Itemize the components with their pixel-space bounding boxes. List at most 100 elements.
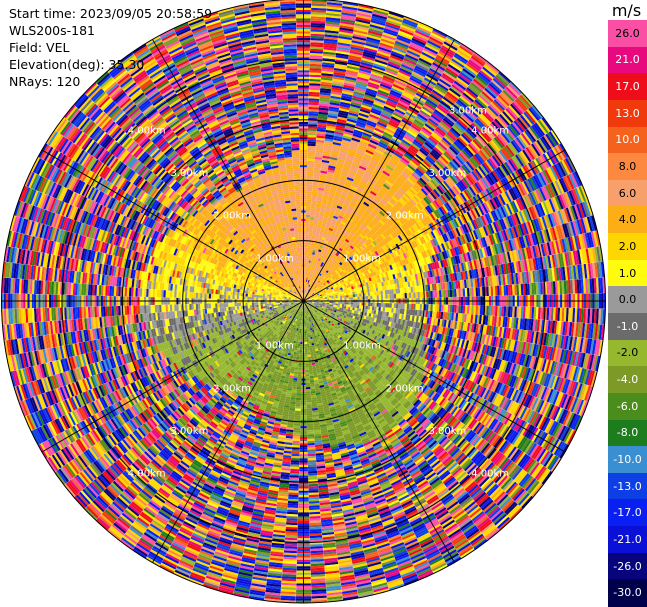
velocity-gate <box>356 14 372 20</box>
velocity-gate <box>363 47 378 53</box>
velocity-gate <box>334 168 342 173</box>
velocity-gate <box>328 108 339 113</box>
velocity-gate <box>417 303 420 311</box>
velocity-gate <box>312 263 315 266</box>
velocity-gate <box>317 222 323 226</box>
velocity-gate <box>312 250 316 253</box>
velocity-gate <box>460 288 464 297</box>
velocity-gate <box>331 146 341 150</box>
velocity-gate <box>355 80 368 86</box>
velocity-gate <box>311 199 317 203</box>
velocity-gate <box>307 139 317 142</box>
velocity-gate <box>358 4 374 10</box>
velocity-gate <box>408 303 412 310</box>
velocity-gate <box>306 169 314 172</box>
velocity-gate <box>303 288 305 291</box>
velocity-gate <box>325 208 331 213</box>
velocity-gate <box>350 44 365 50</box>
velocity-gate <box>322 53 336 58</box>
velocity-gate <box>359 63 373 70</box>
velocity-gate <box>323 47 337 51</box>
velocity-gate <box>308 109 319 112</box>
velocity-gate <box>341 141 350 146</box>
velocity-gate <box>322 151 331 155</box>
velocity-gate <box>324 186 331 190</box>
velocity-gate <box>318 187 325 191</box>
velocity-gate <box>314 159 322 162</box>
velocity-gate <box>304 251 308 254</box>
velocity-gate <box>309 273 312 277</box>
velocity-gate <box>310 14 326 18</box>
velocity-gate <box>317 124 327 128</box>
velocity-gate <box>353 91 365 97</box>
velocity-gate <box>306 264 309 267</box>
velocity-gate <box>323 190 330 195</box>
velocity-gate <box>305 214 311 218</box>
velocity-gate <box>404 303 408 310</box>
velocity-gate <box>318 301 321 303</box>
velocity-gate <box>426 291 429 298</box>
velocity-gate <box>464 305 468 314</box>
velocity-gate <box>322 299 326 301</box>
velocity-gate <box>346 120 357 126</box>
velocity-gate <box>324 32 339 36</box>
velocity-gate <box>380 307 384 312</box>
velocity-gate <box>428 291 431 298</box>
velocity-gate <box>308 104 319 108</box>
velocity-gate <box>327 112 338 117</box>
velocity-gate <box>309 223 314 227</box>
velocity-gate <box>324 25 340 30</box>
velocity-gate <box>335 303 338 306</box>
velocity-gate <box>339 293 342 297</box>
velocity-gate <box>310 37 324 41</box>
velocity-gate <box>316 200 322 204</box>
velocity-gate <box>311 256 315 260</box>
velocity-gate <box>350 294 353 298</box>
velocity-gate <box>343 82 356 88</box>
velocity-gate <box>305 203 312 207</box>
velocity-gate <box>310 29 325 33</box>
velocity-gate <box>305 216 311 220</box>
velocity-gate <box>323 49 337 53</box>
velocity-gate <box>307 143 316 147</box>
velocity-gate <box>335 59 348 64</box>
velocity-gate <box>328 165 336 169</box>
velocity-gate <box>310 208 316 212</box>
velocity-gate <box>342 3 358 9</box>
velocity-gate <box>317 189 324 193</box>
velocity-gate <box>313 259 316 262</box>
velocity-gate <box>382 290 386 295</box>
velocity-gate <box>322 51 336 56</box>
velocity-gate <box>321 75 333 79</box>
velocity-gate <box>307 253 310 257</box>
velocity-gate <box>316 133 326 137</box>
velocity-gate <box>304 277 306 280</box>
velocity-gate <box>312 184 319 188</box>
velocity-gate <box>325 299 328 301</box>
velocity-gate <box>308 126 318 129</box>
velocity-gate <box>309 72 322 76</box>
velocity-gate <box>320 166 329 170</box>
velocity-gate <box>353 29 368 35</box>
velocity-gate <box>337 116 348 121</box>
velocity-gate <box>441 304 444 312</box>
velocity-gate <box>321 201 328 205</box>
velocity-gate <box>320 170 328 174</box>
velocity-gate <box>326 204 332 208</box>
velocity-gate <box>307 130 317 134</box>
velocity-gate <box>330 152 339 157</box>
velocity-gate <box>308 122 318 125</box>
velocity-gate <box>315 141 325 145</box>
velocity-gate <box>326 125 336 130</box>
velocity-gate <box>354 25 369 31</box>
velocity-gate <box>310 204 317 207</box>
velocity-gate <box>317 122 327 126</box>
velocity-gate <box>341 95 353 100</box>
velocity-gate <box>326 123 336 128</box>
velocity-gate <box>374 306 377 311</box>
velocity-gate <box>341 293 345 296</box>
velocity-gate <box>305 290 307 293</box>
velocity-gate <box>333 137 343 142</box>
velocity-gate <box>305 236 309 239</box>
velocity-gate <box>310 214 315 218</box>
